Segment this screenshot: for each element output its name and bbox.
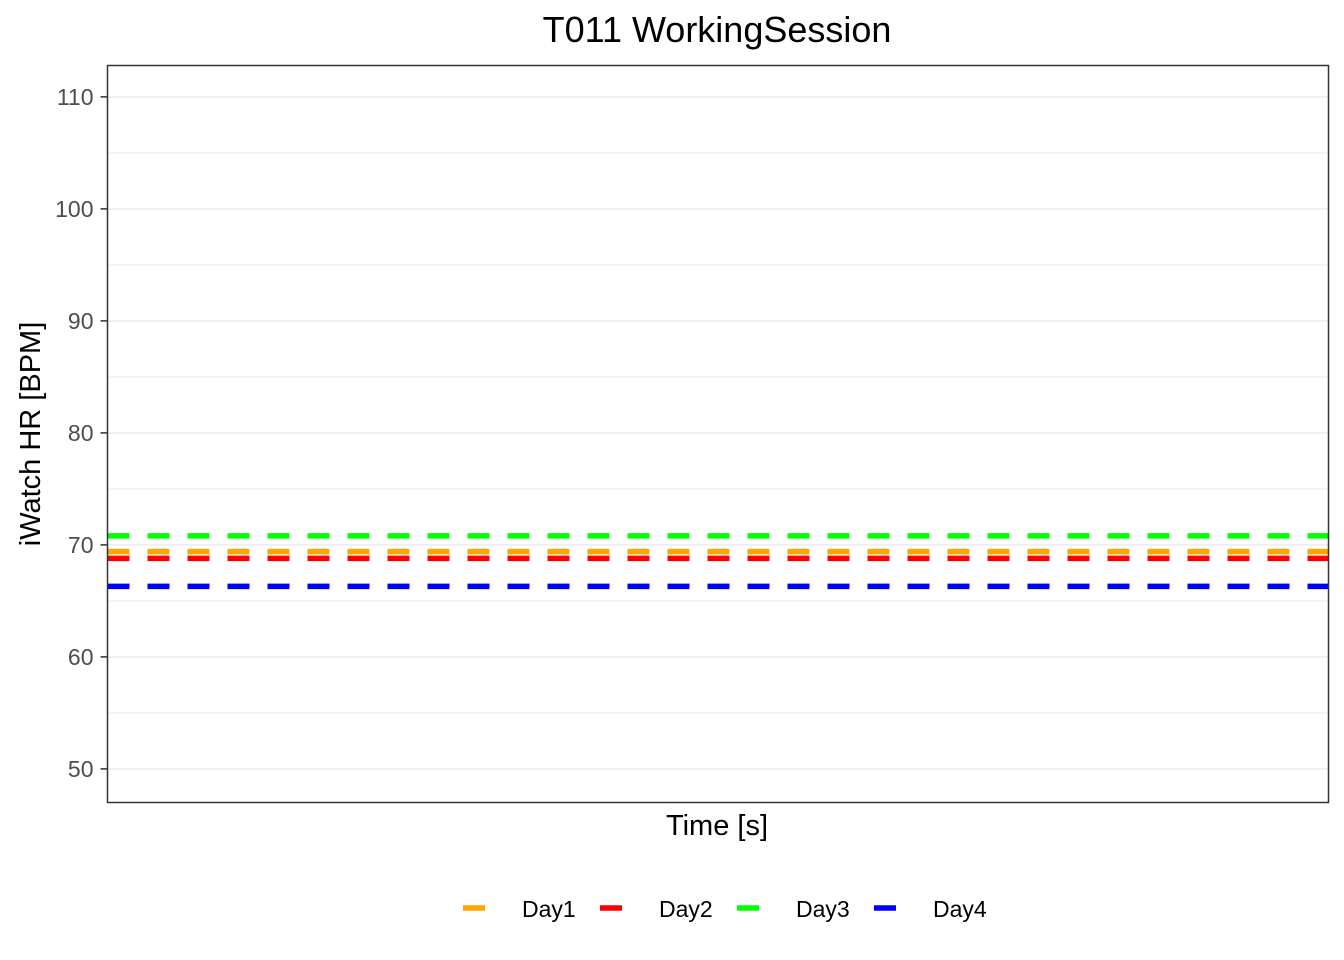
legend-label-day1: Day1 <box>522 896 576 922</box>
gridlines <box>107 96 1329 770</box>
legend-label-day4: Day4 <box>933 896 987 922</box>
y-tick-label: 60 <box>68 644 94 670</box>
plot-panel-border <box>106 64 1330 804</box>
y-tick-label: 110 <box>57 84 94 110</box>
x-axis-title: Time [s] <box>666 810 768 842</box>
y-tick-label: 90 <box>68 308 94 334</box>
y-axis: 50 60 70 80 90 100 110 <box>55 84 108 782</box>
y-axis-title: iWatch HR [BPM] <box>15 322 47 547</box>
y-tick-label: 80 <box>68 420 94 446</box>
y-tick-label: 100 <box>55 196 93 222</box>
series-lines <box>107 533 1329 590</box>
legend: Day1 Day2 Day3 Day4 <box>463 896 987 922</box>
legend-label-day3: Day3 <box>796 896 850 922</box>
chart-title: T011 WorkingSession <box>543 9 892 50</box>
legend-label-day2: Day2 <box>659 896 713 922</box>
y-tick-label: 50 <box>68 756 94 782</box>
y-tick-label: 70 <box>68 532 94 558</box>
